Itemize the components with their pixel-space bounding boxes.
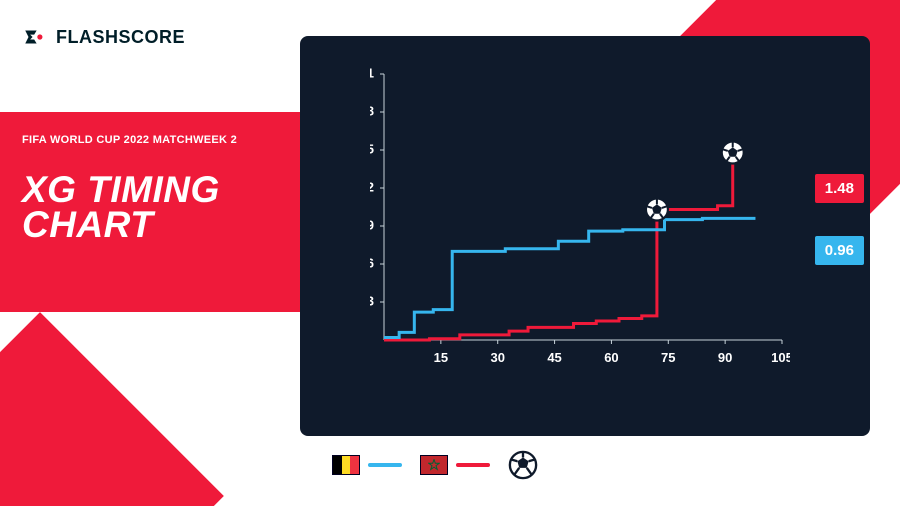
brand-name: FLASHSCORE (56, 27, 185, 48)
series-morocco (384, 153, 744, 340)
goal-marker (646, 199, 668, 221)
goal-marker (722, 142, 744, 164)
decor-accent-bottom-left (0, 312, 224, 506)
svg-text:90: 90 (718, 350, 732, 365)
brand-logo: FLASHSCORE (22, 24, 185, 50)
svg-text:0.6: 0.6 (370, 255, 374, 270)
svg-text:1.2: 1.2 (370, 179, 374, 194)
legend-item-morocco (420, 455, 490, 475)
svg-text:1.8: 1.8 (370, 103, 374, 118)
svg-text:105: 105 (771, 350, 790, 365)
title-panel: FIFA WORLD CUP 2022 MATCHWEEK 2 XG TIMIN… (0, 112, 312, 312)
title-line-2: CHART (22, 204, 153, 245)
page: FLASHSCORE FIFA WORLD CUP 2022 MATCHWEEK… (0, 0, 900, 506)
svg-text:60: 60 (604, 350, 618, 365)
goal-icon (508, 450, 538, 480)
value-chip-morocco: 1.48 (815, 174, 864, 203)
legend-item-belgium (332, 455, 402, 475)
legend-swatch-morocco (456, 463, 490, 467)
chart-card: 0.3 0.6 0.9 1.2 1.5 1.8 2.1 15 30 45 60 75 90 105 1.4… (300, 36, 870, 436)
svg-text:45: 45 (547, 350, 561, 365)
svg-text:1.5: 1.5 (370, 141, 374, 156)
flashscore-icon (22, 24, 48, 50)
svg-text:75: 75 (661, 350, 675, 365)
legend (332, 450, 538, 480)
svg-text:30: 30 (490, 350, 504, 365)
flag-morocco (420, 455, 448, 475)
chart-title: XG TIMING CHART (22, 172, 292, 242)
xg-step-chart: 0.3 0.6 0.9 1.2 1.5 1.8 2.1 15 30 45 60 75 90 105 (370, 68, 790, 370)
value-chip-belgium: 0.96 (815, 236, 864, 265)
legend-swatch-belgium (368, 463, 402, 467)
svg-text:15: 15 (434, 350, 448, 365)
svg-text:0.9: 0.9 (370, 217, 374, 232)
series-belgium (384, 218, 755, 337)
svg-text:0.3: 0.3 (370, 293, 374, 308)
svg-text:2.1: 2.1 (370, 68, 374, 80)
flag-belgium (332, 455, 360, 475)
subtitle: FIFA WORLD CUP 2022 MATCHWEEK 2 (22, 134, 292, 146)
